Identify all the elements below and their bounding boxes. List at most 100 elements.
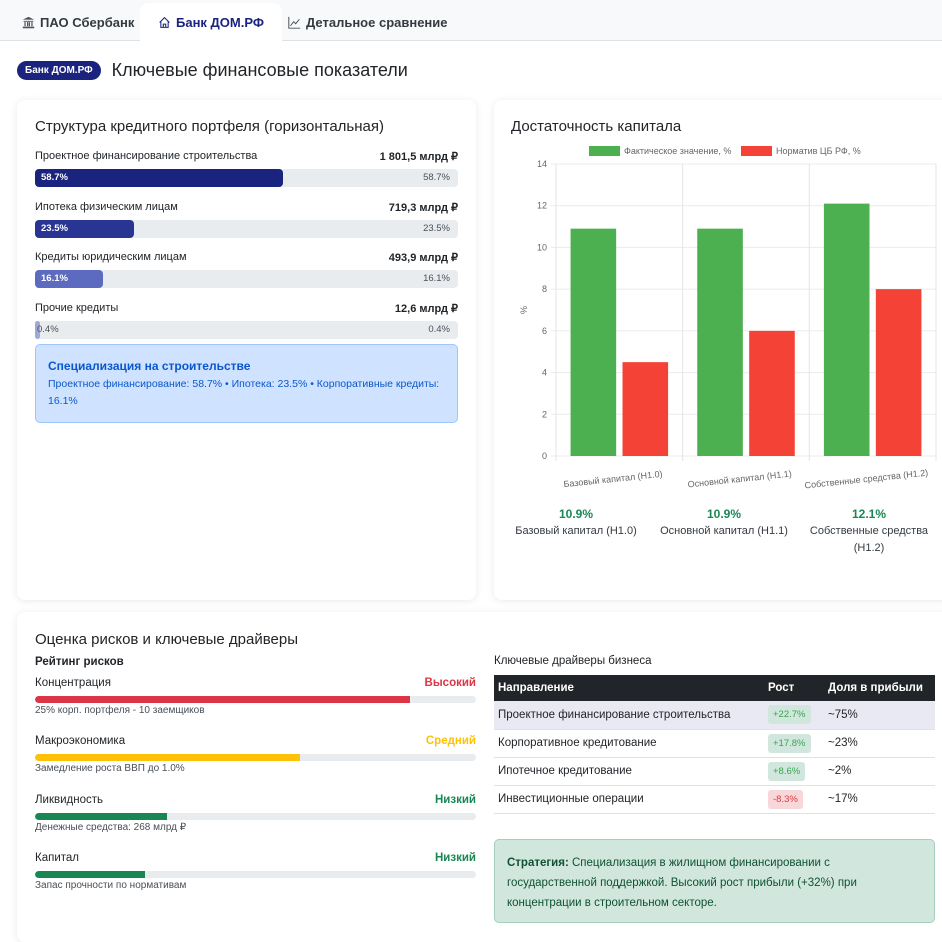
capital-summary-h10: 10.9% Базовый капитал (Н1.0) [501, 507, 651, 540]
risks-title: Оценка рисков и ключевые драйверы [35, 631, 298, 648]
driver-direction: Проектное финансирование строительства [494, 701, 764, 730]
table-row: Проектное финансирование строительства +… [494, 701, 935, 730]
table-row: Корпоративное кредитование +17.8% ~23% [494, 729, 935, 758]
strategy-text: Специализация в жилищном финансировании … [507, 857, 857, 909]
portfolio-percent-label: 58.7% [423, 172, 450, 183]
portfolio-item: Кредиты юридическим лицам 493,9 млрд ₽ 1… [35, 251, 458, 288]
risk-name: Концентрация [35, 677, 111, 689]
y-tick-label: 2 [542, 409, 547, 419]
legend-label: Фактическое значение, % [624, 146, 731, 156]
growth-badge: -8.3% [768, 789, 803, 809]
driver-direction: Корпоративное кредитование [494, 729, 764, 758]
legend-swatch [741, 146, 772, 156]
line-chart-icon [288, 16, 301, 29]
summary-value: 10.9% [558, 507, 594, 521]
risk-name: Капитал [35, 852, 79, 864]
risk-name: Макроэкономика [35, 735, 126, 747]
bar-actual [570, 228, 617, 456]
portfolio-item-amount: 493,9 млрд ₽ [388, 252, 458, 264]
page-title: Ключевые финансовые показатели [111, 60, 408, 80]
summary-label: Основной капитал (Н1.1) [660, 525, 788, 537]
driver-growth-cell: -8.3% [764, 785, 824, 814]
portfolio-item-label: Ипотека физическим лицам [35, 200, 178, 213]
risk-level: Низкий [435, 852, 476, 864]
capital-summary-h12: 12.1% Собственные средства (Н1.2) [799, 507, 939, 557]
portfolio-fill-label: 23.5% [41, 222, 68, 234]
bar-norm [749, 330, 795, 456]
y-tick-label: 0 [542, 451, 547, 461]
portfolio-progress-bar: 58.7% 58.7% [35, 169, 458, 187]
bar-norm [622, 362, 669, 456]
summary-label: Базовый капитал (Н1.0) [515, 525, 637, 537]
table-header-row: Направление Рост Доля в прибыли [494, 675, 935, 701]
capital-summary-h11: 10.9% Основной капитал (Н1.1) [649, 507, 799, 540]
risk-item-header: Макроэкономика Средний [35, 735, 476, 747]
summary-label: Собственные средства (Н1.2) [809, 525, 929, 554]
y-tick-label: 6 [542, 326, 547, 336]
portfolio-fill-label: 0.4% [37, 323, 59, 335]
portfolio-percent-label: 0.4% [428, 323, 450, 335]
specialization-title: Специализация на строительстве [48, 359, 251, 373]
portfolio-title: Структура кредитного портфеля (горизонта… [35, 118, 384, 135]
portfolio-item-header: Прочие кредиты 12,6 млрд ₽ [35, 302, 458, 315]
risk-progress-fill [35, 813, 168, 820]
portfolio-item-header: Ипотека физическим лицам 719,3 млрд ₽ [35, 201, 458, 214]
portfolio-item-label: Проектное финансирование строительства [35, 150, 258, 162]
portfolio-item-label: Прочие кредиты [35, 301, 119, 314]
portfolio-progress-bar: 16.1% 16.1% [35, 270, 458, 288]
risk-item-header: Капитал Низкий [35, 852, 476, 864]
tab-label: Банк ДОМ.РФ [176, 15, 264, 30]
bar-actual [697, 228, 743, 456]
driver-share: ~2% [824, 757, 935, 786]
tab-detailed-comparison[interactable]: Детальное сравнение [270, 3, 466, 41]
drivers-table: Направление Рост Доля в прибыли Проектно… [494, 675, 935, 814]
specialization-info: Специализация на строительстве Проектное… [35, 344, 458, 423]
portfolio-card: Структура кредитного портфеля (горизонта… [17, 100, 476, 600]
portfolio-progress-fill [35, 219, 135, 238]
portfolio-item-amount: 12,6 млрд ₽ [394, 302, 458, 315]
growth-badge: +8.6% [768, 761, 806, 781]
portfolio-item-label: Кредиты юридическим лицам [35, 251, 187, 263]
portfolio-fill-label: 58.7% [41, 172, 68, 183]
table-row: Инвестиционные операции -8.3% ~17% [494, 785, 935, 814]
portfolio-item-amount: 1 801,5 млрд ₽ [379, 151, 458, 163]
risk-level: Низкий [435, 794, 476, 806]
risks-card: Оценка рисков и ключевые драйверы Рейтин… [17, 612, 942, 942]
growth-badge: +22.7% [768, 705, 811, 725]
capital-title: Достаточность капитала [511, 118, 682, 135]
risk-level: Высокий [424, 677, 476, 689]
risk-item-header: Концентрация Высокий [35, 677, 476, 689]
strategy-note: Стратегия: Специализация в жилищном фина… [494, 839, 935, 923]
x-tick-label: Основной капитал (Н1.1) [687, 469, 792, 490]
risk-progress-bar [35, 754, 476, 761]
bank-icon [22, 16, 35, 29]
risk-level: Средний [425, 735, 476, 747]
y-tick-label: 4 [542, 368, 547, 378]
tab-domrf[interactable]: Банк ДОМ.РФ [140, 3, 282, 42]
x-tick-label: Базовый капитал (Н1.0) [563, 469, 663, 489]
tab-sberbank[interactable]: ПАО Сбербанк [4, 3, 152, 41]
portfolio-item: Проектное финансирование строительства 1… [35, 150, 458, 187]
driver-growth-cell: +8.6% [764, 757, 824, 786]
risk-progress-bar [35, 696, 476, 703]
table-row: Ипотечное кредитование +8.6% ~2% [494, 757, 935, 786]
specialization-text: Проектное финансирование: 58.7% • Ипотек… [48, 378, 440, 407]
driver-share: ~17% [824, 785, 935, 814]
driver-growth-cell: +22.7% [764, 701, 824, 730]
tab-bar: ПАО Сбербанк Банк ДОМ.РФ Детальное сравн… [0, 0, 942, 42]
col-share: Доля в прибыли [824, 675, 935, 701]
risk-item-header: Ликвидность Низкий [35, 794, 476, 806]
portfolio-item-header: Кредиты юридическим лицам 493,9 млрд ₽ [35, 251, 458, 264]
y-tick-label: 10 [537, 242, 547, 252]
tab-label: Детальное сравнение [306, 14, 448, 30]
bar-norm [875, 289, 922, 456]
portfolio-progress-fill [35, 320, 41, 339]
col-direction: Направление [494, 675, 764, 701]
risk-progress-fill [35, 696, 410, 703]
portfolio-progress-fill [35, 169, 284, 187]
capital-card: Достаточность капитала 0 2 4 6 8 10 12 14% Базов… [494, 100, 942, 600]
driver-share: ~75% [824, 701, 935, 730]
risk-item: Капитал Низкий Запас прочности по нормат… [35, 852, 476, 891]
bank-badge: Банк ДОМ.РФ [17, 61, 101, 80]
summary-value: 12.1% [851, 507, 887, 521]
